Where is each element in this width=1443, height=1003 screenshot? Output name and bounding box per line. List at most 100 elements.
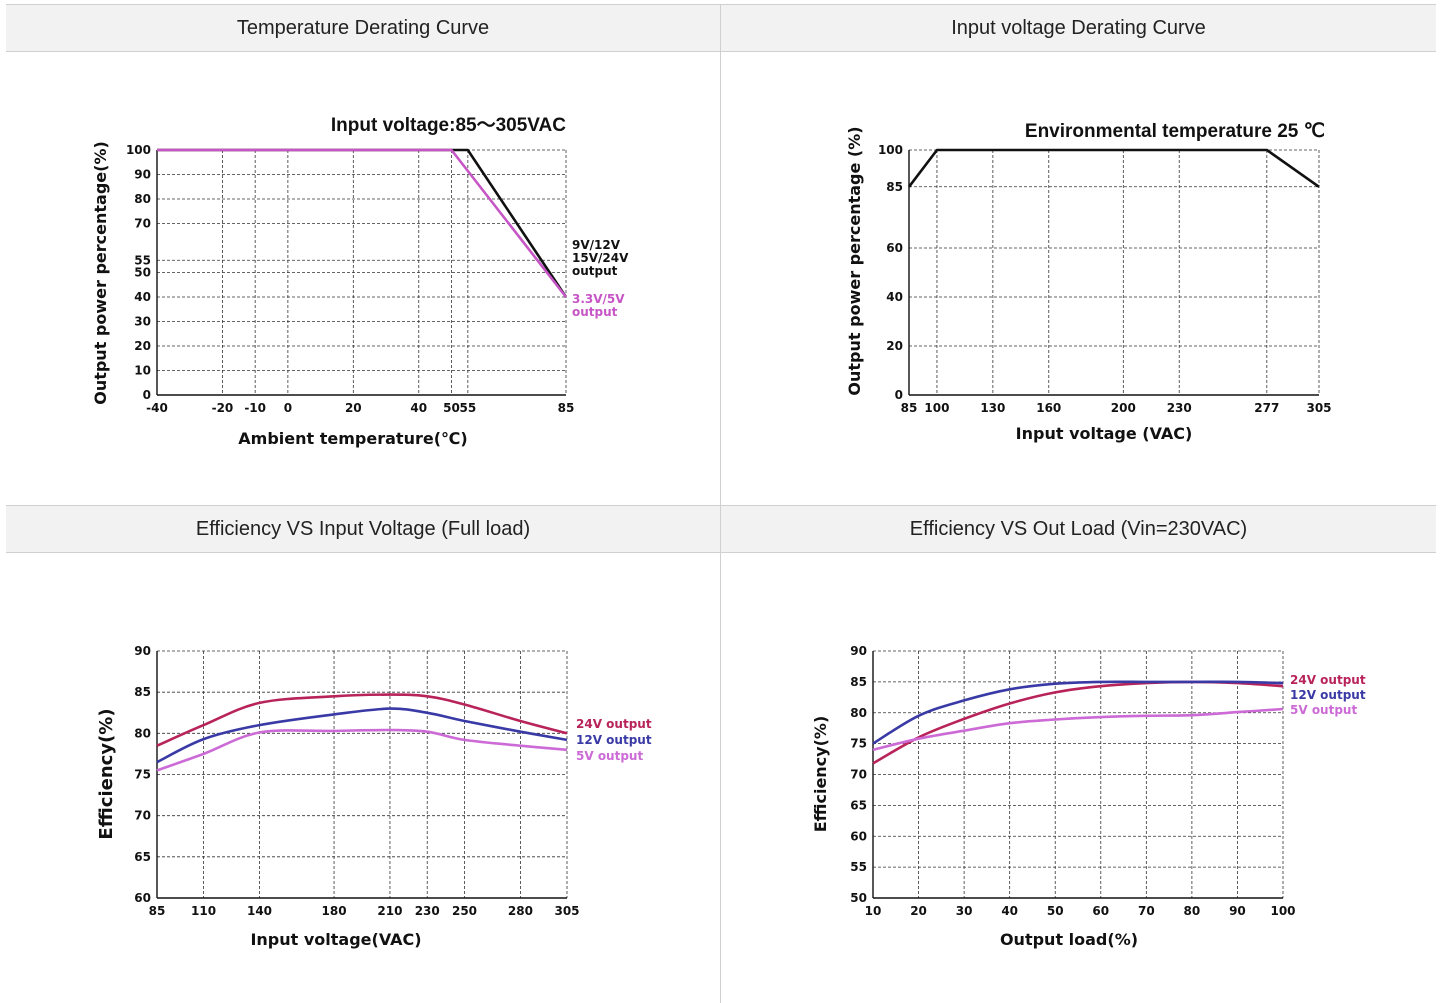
y-tick-label: 80 <box>134 192 151 206</box>
x-tick-label: 100 <box>1270 904 1295 918</box>
x-tick-label: 20 <box>345 401 362 415</box>
series-line <box>157 148 568 298</box>
legend-entry: 12V output <box>576 733 652 747</box>
x-tick-label: 20 <box>910 904 927 918</box>
series-label: 3.3V/5V <box>572 292 625 306</box>
y-tick-label: 85 <box>134 685 151 699</box>
x-tick-label: -10 <box>244 401 266 415</box>
panel-header: Efficiency VS Out Load (Vin=230VAC) <box>721 505 1436 553</box>
y-tick-label: 55 <box>850 860 867 874</box>
y-tick-label: 75 <box>850 737 867 751</box>
y-tick-label: 50 <box>850 891 867 905</box>
y-tick-label: 70 <box>850 768 867 782</box>
input-voltage-derating-chart: 0 20 40 60 85 100 85 100 130 160 200 230 277 305 Input… <box>845 121 1332 443</box>
x-tick-label: -20 <box>212 401 234 415</box>
y-tick-label: 55 <box>134 253 151 267</box>
legend-entry: 5V output <box>1290 703 1357 717</box>
y-tick-label: 80 <box>134 726 151 740</box>
y-tick-label: 60 <box>134 891 151 905</box>
y-tick-label: 20 <box>134 339 151 353</box>
y-tick-label: 65 <box>850 798 867 812</box>
panel-efficiency-vs-load: Efficiency VS Out Load (Vin=230VAC) 50 55… <box>720 505 1436 1003</box>
series-line <box>872 680 1284 745</box>
x-tick-label: 230 <box>1167 401 1192 415</box>
x-tick-label: 85 <box>901 401 918 415</box>
y-tick-label: 0 <box>895 388 903 402</box>
y-tick-label: 50 <box>134 266 151 280</box>
x-tick-label: 305 <box>1306 401 1331 415</box>
y-tick-label: 0 <box>143 388 151 402</box>
y-tick-label: 40 <box>134 290 151 304</box>
legend-entry: 12V output <box>1290 688 1366 702</box>
x-tick-label: 30 <box>956 904 973 918</box>
x-tick-label: 250 <box>452 904 477 918</box>
x-tick-label: 277 <box>1254 401 1279 415</box>
x-axis-label: Input voltage (VAC) <box>1016 424 1193 443</box>
y-tick-label: 30 <box>134 315 151 329</box>
x-tick-label: 140 <box>247 904 272 918</box>
x-tick-label: 55 <box>459 401 476 415</box>
series-line <box>872 680 1284 765</box>
x-tick-label: 305 <box>554 904 579 918</box>
x-tick-label: -40 <box>146 401 168 415</box>
x-tick-label: 70 <box>1138 904 1155 918</box>
series-label: output <box>572 264 618 278</box>
y-tick-label: 85 <box>850 675 867 689</box>
y-tick-label: 70 <box>134 809 151 823</box>
y-tick-label: 90 <box>850 644 867 658</box>
series-line <box>156 707 568 764</box>
series-label: 15V/24V <box>572 251 629 265</box>
y-tick-label: 80 <box>850 706 867 720</box>
y-tick-label: 75 <box>134 768 151 782</box>
y-tick-label: 90 <box>134 168 151 182</box>
x-tick-label: 50 <box>1047 904 1064 918</box>
panel-efficiency-vs-input: Efficiency VS Input Voltage (Full load) … <box>6 505 720 1003</box>
y-axis-label: Output power percentage(%) <box>91 141 110 405</box>
x-tick-label: 100 <box>924 401 949 415</box>
x-tick-label: 210 <box>377 904 402 918</box>
y-tick-label: 20 <box>886 339 903 353</box>
y-tick-label: 65 <box>134 850 151 864</box>
x-tick-label: 200 <box>1111 401 1136 415</box>
chart-title: Environmental temperature 25 ℃ <box>1025 121 1325 142</box>
x-tick-label: 80 <box>1184 904 1201 918</box>
y-axis-label: Output power percentage (%) <box>845 126 864 395</box>
series-label: output <box>572 305 618 319</box>
legend-entry: 24V output <box>576 717 652 731</box>
panel-header: Input voltage Derating Curve <box>721 4 1436 52</box>
x-tick-label: 110 <box>191 904 216 918</box>
x-tick-label: 130 <box>980 401 1005 415</box>
x-axis-label: Output load(%) <box>1000 930 1138 949</box>
x-tick-label: 90 <box>1229 904 1246 918</box>
panel-header: Temperature Derating Curve <box>6 4 720 52</box>
y-tick-label: 85 <box>886 180 903 194</box>
efficiency-vs-input-chart: 60 65 70 75 80 85 90 85 110 140 180 210 230 250 280 305… <box>96 644 652 949</box>
series-line <box>907 148 1320 188</box>
x-tick-label: 280 <box>508 904 533 918</box>
y-tick-label: 70 <box>134 217 151 231</box>
x-tick-label: 160 <box>1036 401 1061 415</box>
panel-header: Efficiency VS Input Voltage (Full load) <box>6 505 720 553</box>
x-tick-label: 40 <box>410 401 427 415</box>
panel-temperature-derating: Temperature Derating Curve 0 10 20 30 40 50 55… <box>6 4 720 505</box>
chart-title: Input voltage:85〜305VAC <box>331 115 566 136</box>
x-axis-label: Ambient temperature(℃) <box>238 429 467 448</box>
y-tick-label: 10 <box>134 364 151 378</box>
y-tick-label: 90 <box>134 644 151 658</box>
x-tick-label: 40 <box>1001 904 1018 918</box>
panel-input-voltage-derating: Input voltage Derating Curve 0 20 40 60 85 10… <box>720 4 1436 505</box>
x-tick-label: 85 <box>558 401 575 415</box>
legend-entry: 24V output <box>1290 673 1366 687</box>
y-axis-label: Efficiency(%) <box>96 708 117 839</box>
y-tick-label: 100 <box>126 143 151 157</box>
series-line <box>156 728 568 772</box>
efficiency-vs-load-chart: 50 55 60 65 70 75 80 85 90 10 20 30 40 50 60 70 80 90 100 O… <box>811 644 1366 949</box>
series-line <box>156 693 568 747</box>
legend-entry: 5V output <box>576 749 643 763</box>
y-tick-label: 60 <box>886 241 903 255</box>
x-tick-label: 10 <box>865 904 882 918</box>
x-tick-label: 0 <box>284 401 292 415</box>
series-line <box>872 707 1284 752</box>
y-tick-label: 100 <box>878 143 903 157</box>
